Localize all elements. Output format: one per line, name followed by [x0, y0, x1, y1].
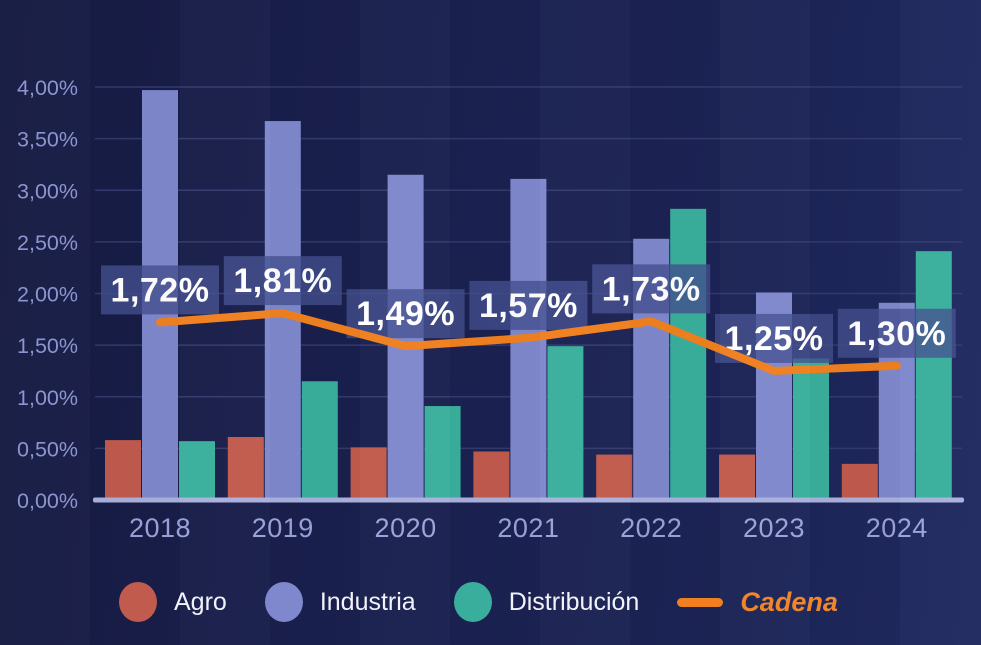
distribucion-swatch-icon: [453, 582, 492, 622]
legend-label-distribucion: Distribución: [508, 587, 640, 616]
agro-swatch-icon: [119, 582, 157, 622]
x-category-label-2022: 2022: [620, 513, 682, 543]
cadena-line: [156, 309, 901, 375]
bar-agro-2020: [350, 447, 387, 500]
bar-distribución-2022: [670, 208, 707, 500]
data-label-box: [469, 280, 588, 330]
x-category-label-2019: 2019: [252, 513, 314, 543]
data-label-2024: 1,30%: [847, 315, 946, 353]
legend-label-cadena: Cadena: [740, 586, 838, 617]
data-label-2020: 1,49%: [356, 295, 455, 333]
bar-distribución-2021: [547, 346, 584, 500]
y-axis-tick-label: 4,00%: [17, 76, 78, 100]
data-label-box: [346, 289, 465, 339]
y-axis-tick-label: 2,50%: [17, 231, 78, 255]
data-label-2021: 1,57%: [479, 287, 578, 325]
y-axis-tick-label: 1,50%: [17, 334, 78, 358]
y-axis-tick-label: 0,00%: [17, 489, 78, 513]
legend-item-cadena: Cadena: [677, 586, 838, 617]
bar-agro-2021: [473, 451, 510, 500]
bar-distribución-2023: [793, 358, 829, 500]
data-label-box: [223, 256, 342, 306]
y-axis-tick-label: 3,50%: [17, 128, 78, 152]
data-label-2023: 1,25%: [725, 320, 824, 358]
legend: Agro Industria Distribución Cadena: [119, 579, 838, 625]
x-category-label-2024: 2024: [866, 513, 928, 543]
data-label-box: [101, 265, 219, 315]
bar-agro-2024: [841, 463, 878, 500]
data-label-box: [837, 308, 956, 358]
x-category-label-2018: 2018: [129, 513, 191, 543]
data-label-2022: 1,73%: [602, 270, 701, 308]
y-axis-tick-label: 2,00%: [17, 283, 78, 307]
x-axis-baseline: [93, 497, 964, 503]
x-category-label-2021: 2021: [497, 513, 559, 543]
data-label-2018: 1,72%: [111, 271, 210, 309]
y-axis-tick-label: 1,00%: [17, 386, 78, 410]
bar-distribución-2018: [179, 441, 215, 500]
legend-item-agro: Agro: [119, 582, 227, 622]
data-label-box: [592, 264, 711, 314]
y-axis-tick-label: 3,00%: [17, 179, 78, 203]
industria-swatch-icon: [264, 582, 303, 622]
x-category-label-2023: 2023: [743, 513, 805, 543]
bar-agro-2022: [596, 454, 633, 500]
bar-agro-2023: [719, 454, 755, 500]
bar-agro-2018: [105, 440, 141, 500]
bar-distribución-2019: [301, 381, 338, 500]
legend-label-industria: Industria: [319, 587, 416, 616]
data-label-2019: 1,81%: [233, 262, 332, 300]
x-category-label-2020: 2020: [375, 513, 437, 543]
cadena-line-swatch-icon: [677, 597, 724, 607]
legend-label-agro: Agro: [174, 587, 227, 616]
legend-item-industria: Industria: [264, 582, 416, 622]
y-axis-tick-label: 0,50%: [17, 437, 78, 461]
bar-distribución-2020: [424, 406, 461, 500]
bar-distribución-2024: [915, 251, 952, 500]
bar-agro-2019: [227, 437, 264, 500]
legend-item-distribucion: Distribución: [453, 582, 640, 622]
